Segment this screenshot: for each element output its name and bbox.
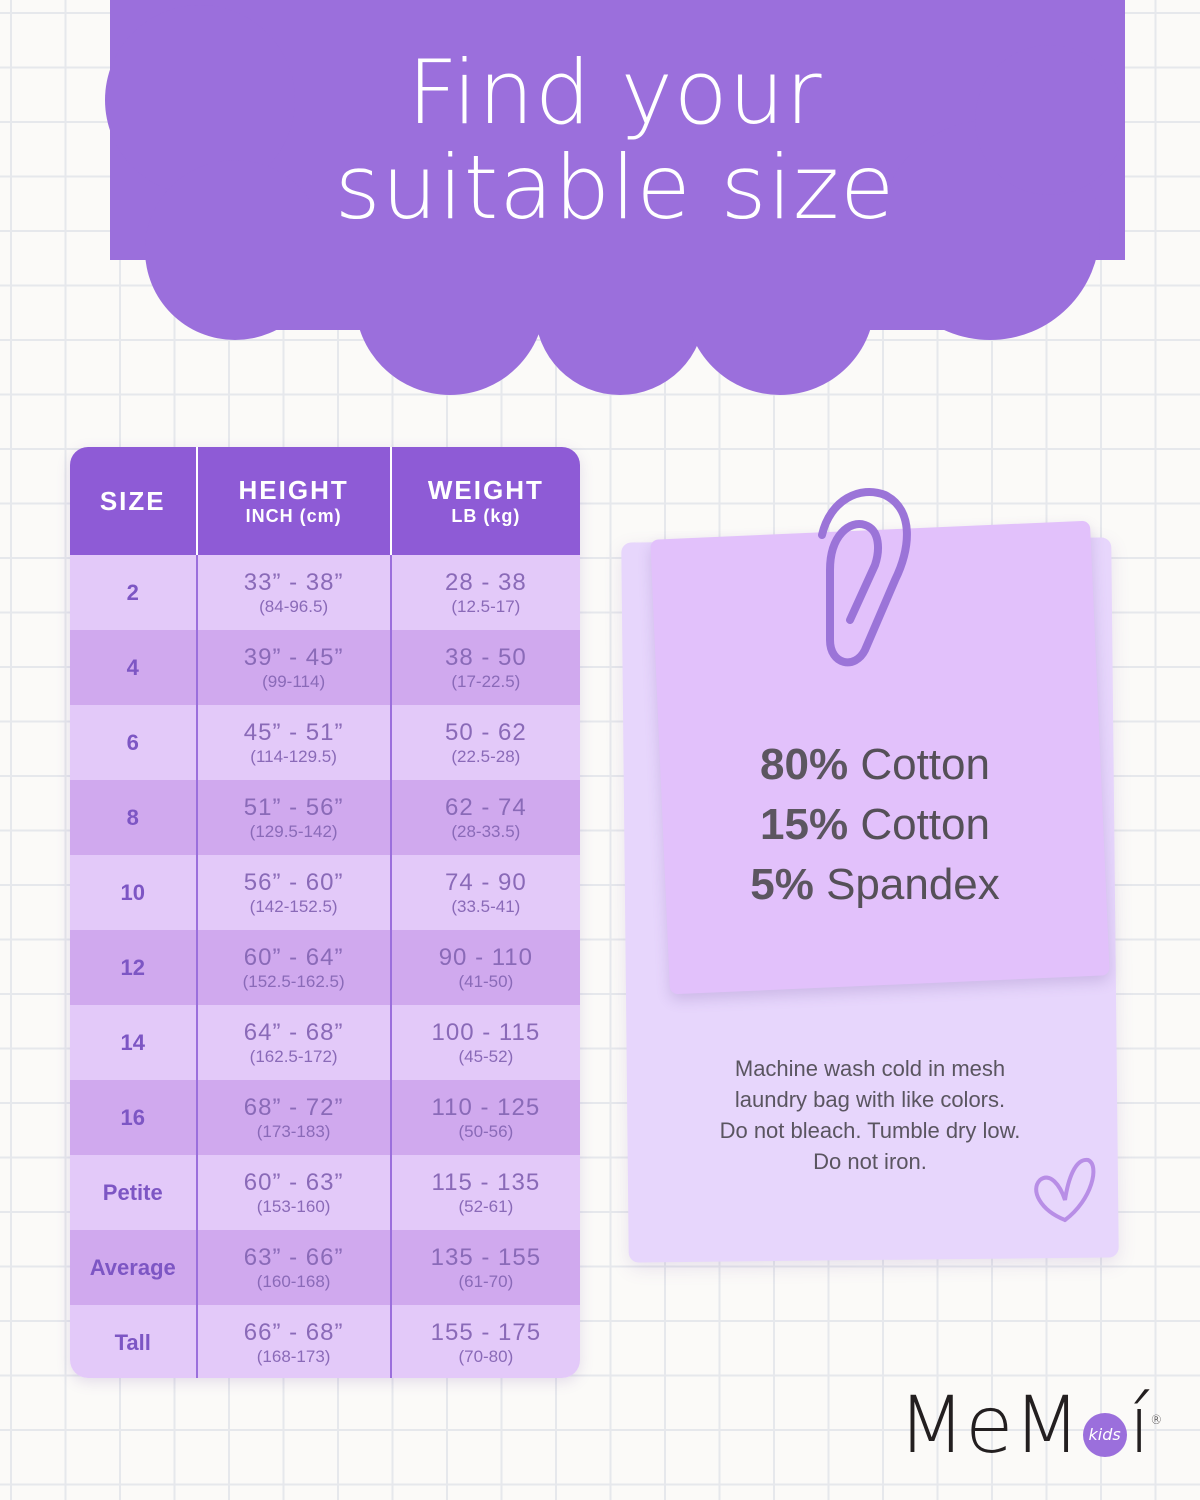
weight-cell: 50 - 62 (22.5-28) — [445, 718, 527, 766]
paperclip-icon — [818, 487, 911, 667]
table-row: 14 64” - 68” (162.5-172) 100 - 115 (45-52) — [70, 1005, 580, 1080]
table-row: 16 68” - 72” (173-183) 110 - 125 (50-56) — [70, 1080, 580, 1155]
fabric-composition: 80% Cotton 15% Cotton 5% Spandex — [630, 735, 1120, 915]
height-cell: 66” - 68” (168-173) — [198, 1305, 392, 1378]
table-header: SIZE HEIGHT INCH (cm) WEIGHT LB (kg) — [70, 447, 580, 555]
height-cell: 63” - 66” (160-168) — [198, 1230, 392, 1305]
header-height: HEIGHT INCH (cm) — [198, 447, 392, 555]
size-cell: 14 — [70, 1005, 198, 1080]
header-size: SIZE — [70, 447, 198, 555]
fabric-line: 15% Cotton — [760, 800, 990, 849]
size-cell: 16 — [70, 1080, 198, 1155]
memoi-kids-logo: MeM kids í ® — [898, 1381, 1163, 1471]
size-cell: 4 — [70, 630, 198, 705]
height-cell: 39” - 45” (99-114) — [198, 630, 392, 705]
weight-cell: 110 - 125 (50-56) — [431, 1093, 541, 1141]
table-row: 10 56” - 60” (142-152.5) 74 - 90 (33.5-41) — [70, 855, 580, 930]
size-cell: 8 — [70, 780, 198, 855]
size-cell: 10 — [70, 855, 198, 930]
height-cell: 56” - 60” (142-152.5) — [198, 855, 392, 930]
table-row: Average 63” - 66” (160-168) 135 - 155 (61-… — [70, 1230, 580, 1305]
table-row: 2 33” - 38” (84-96.5) 28 - 38 (12.5-17) — [70, 555, 580, 630]
weight-cell: 28 - 38 (12.5-17) — [445, 568, 527, 616]
weight-cell: 155 - 175 (70-80) — [430, 1318, 542, 1366]
care-instructions: Machine wash cold in mesh laundry bag wi… — [719, 1056, 1021, 1174]
table-row: Tall 66” - 68” (168-173) 155 - 175 (70-80) — [70, 1305, 580, 1378]
table-row: 8 51” - 56” (129.5-142) 62 - 74 (28-33.5) — [70, 780, 580, 855]
title-cloud — [105, 0, 1125, 395]
heart-icon — [1034, 1157, 1096, 1222]
table-body: 2 33” - 38” (84-96.5) 28 - 38 (12.5-17) 4 3… — [70, 555, 580, 1378]
height-cell: 60” - 63” (153-160) — [198, 1155, 392, 1230]
weight-cell: 74 - 90 (33.5-41) — [445, 868, 527, 916]
weight-cell: 115 - 135 (52-61) — [431, 1168, 541, 1216]
weight-cell: 135 - 155 (61-70) — [430, 1243, 542, 1291]
height-cell: 33” - 38” (84-96.5) — [198, 555, 392, 630]
size-cell: Average — [70, 1230, 198, 1305]
weight-cell: 100 - 115 (45-52) — [431, 1018, 541, 1066]
fabric-line: 5% Spandex — [750, 860, 1000, 909]
height-cell: 45” - 51” (114-129.5) — [198, 705, 392, 780]
fabric-line: 80% Cotton — [760, 740, 990, 789]
height-cell: 64” - 68” (162.5-172) — [198, 1005, 392, 1080]
size-chart-table: SIZE HEIGHT INCH (cm) WEIGHT LB (kg) 2 33”… — [70, 447, 580, 1378]
size-cell: 6 — [70, 705, 198, 780]
size-cell: Petite — [70, 1155, 198, 1230]
table-row: 12 60” - 64” (152.5-162.5) 90 - 110 (41-50… — [70, 930, 580, 1005]
weight-cell: 62 - 74 (28-33.5) — [445, 793, 527, 841]
height-cell: 60” - 64” (152.5-162.5) — [198, 930, 392, 1005]
height-cell: 51” - 56” (129.5-142) — [198, 780, 392, 855]
page-title-line1: Find your — [407, 41, 823, 144]
size-cell: Tall — [70, 1305, 198, 1378]
table-row: Petite 60” - 63” (153-160) 115 - 135 (52-6… — [70, 1155, 580, 1230]
weight-cell: 38 - 50 (17-22.5) — [445, 643, 527, 691]
table-row: 4 39” - 45” (99-114) 38 - 50 (17-22.5) — [70, 630, 580, 705]
table-row: 6 45” - 51” (114-129.5) 50 - 62 (22.5-28) — [70, 705, 580, 780]
size-cell: 12 — [70, 930, 198, 1005]
weight-cell: 90 - 110 (41-50) — [438, 943, 533, 991]
height-cell: 68” - 72” (173-183) — [198, 1080, 392, 1155]
page-title-line2: suitable size — [334, 136, 896, 239]
size-cell: 2 — [70, 555, 198, 630]
header-weight: WEIGHT LB (kg) — [427, 475, 544, 526]
